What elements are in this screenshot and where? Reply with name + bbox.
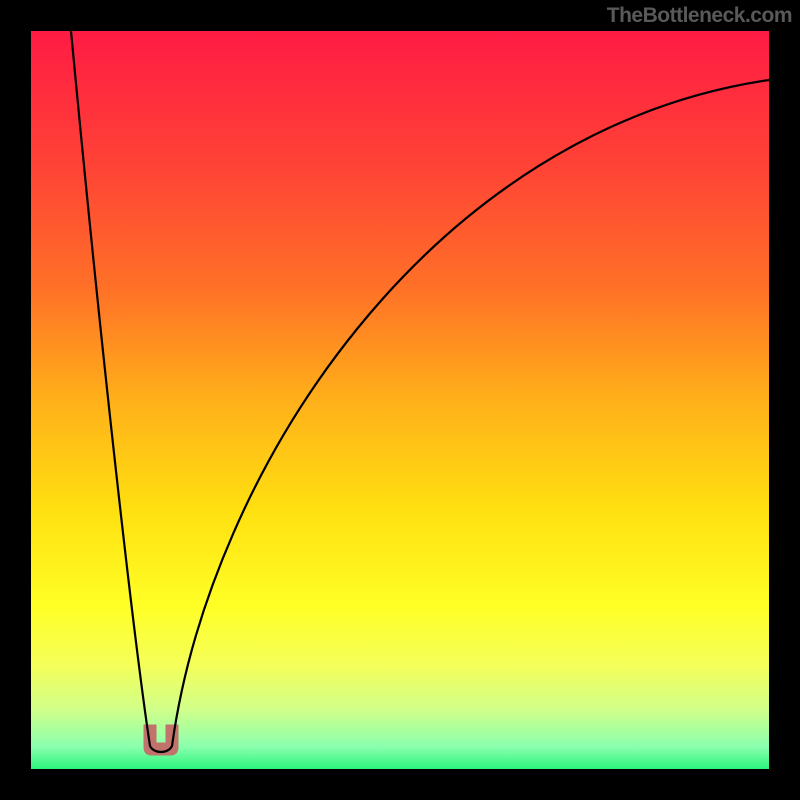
bottleneck-curve [0,0,800,800]
